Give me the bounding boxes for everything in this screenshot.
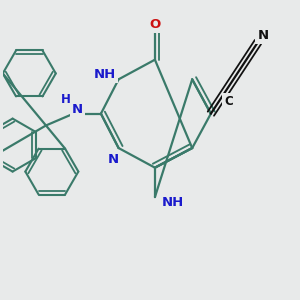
Text: N: N: [72, 103, 83, 116]
Text: H: H: [61, 93, 70, 106]
Text: O: O: [149, 18, 161, 31]
Text: C: C: [224, 95, 233, 108]
Text: N: N: [108, 153, 119, 166]
Text: N: N: [257, 29, 268, 42]
Text: NH: NH: [94, 68, 116, 81]
Text: NH: NH: [161, 196, 184, 209]
